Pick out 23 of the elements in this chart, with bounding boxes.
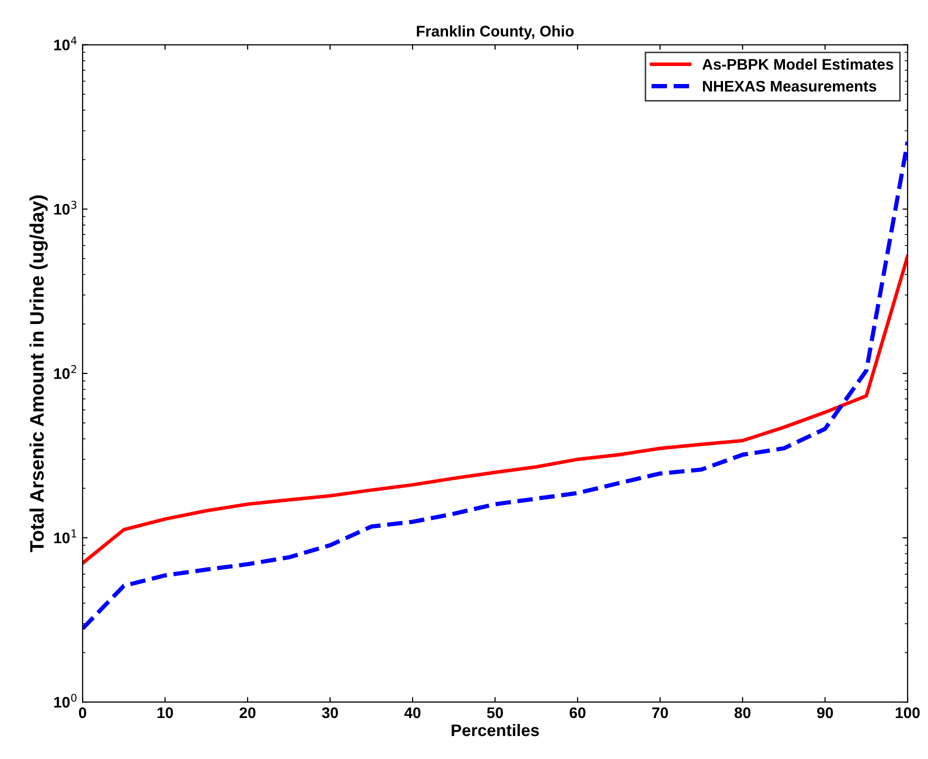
x-tick-label: 20 bbox=[240, 707, 256, 718]
y-tick-label: 10$^{4}$ bbox=[54, 36, 77, 50]
chart-title: Franklin County, Ohio bbox=[416, 25, 574, 40]
line-series bbox=[82, 254, 908, 565]
x-tick-label: 40 bbox=[404, 707, 420, 718]
x-tick-label: 100 bbox=[896, 707, 920, 718]
x-tick-label: 90 bbox=[817, 707, 833, 718]
y-tick-label: 10$^{3}$ bbox=[54, 200, 76, 215]
legend-label: As-PBPK Model Estimates bbox=[702, 58, 894, 70]
x-tick-label: 30 bbox=[322, 707, 338, 718]
line-series bbox=[82, 140, 908, 631]
y-tick-label: 10$^{2}$ bbox=[54, 365, 76, 379]
x-tick-label: 10 bbox=[158, 707, 173, 718]
y-tick-label: 10$^{1}$ bbox=[54, 530, 76, 544]
x-tick-label: 60 bbox=[570, 707, 586, 718]
x-axis-title: Percentiles bbox=[452, 724, 539, 736]
x-tick-label: 80 bbox=[734, 707, 750, 718]
y-axis-title: Total Arsenic Amount in Urine (ug/day) bbox=[30, 195, 48, 552]
x-tick-label: 0 bbox=[78, 707, 86, 718]
y-tick-label: 10$^{0}$ bbox=[54, 694, 77, 708]
legend-label: NHEXAS Measurements bbox=[702, 80, 876, 92]
x-tick-label: 50 bbox=[487, 707, 503, 718]
x-tick-label: 70 bbox=[652, 707, 668, 718]
